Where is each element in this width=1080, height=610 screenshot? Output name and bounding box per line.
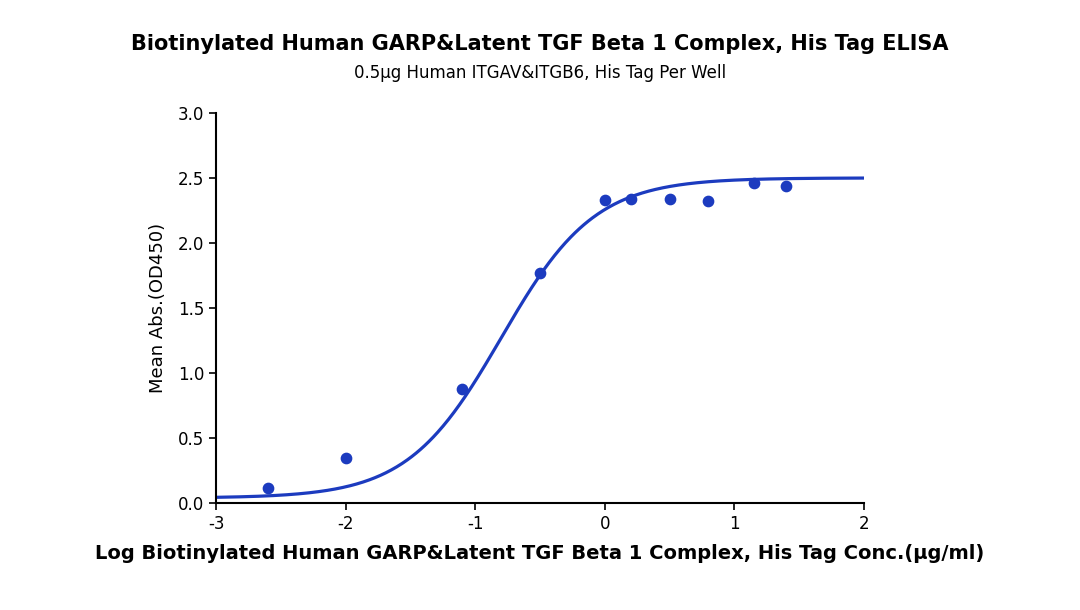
Y-axis label: Mean Abs.(OD450): Mean Abs.(OD450) bbox=[149, 223, 166, 393]
Point bbox=[259, 483, 276, 492]
Text: 0.5µg Human ITGAV&ITGB6, His Tag Per Well: 0.5µg Human ITGAV&ITGB6, His Tag Per Wel… bbox=[354, 64, 726, 82]
Point bbox=[700, 196, 717, 206]
Point bbox=[454, 384, 471, 393]
Point bbox=[661, 194, 678, 204]
Text: Biotinylated Human GARP&Latent TGF Beta 1 Complex, His Tag ELISA: Biotinylated Human GARP&Latent TGF Beta … bbox=[132, 34, 948, 54]
X-axis label: Log Biotinylated Human GARP&Latent TGF Beta 1 Complex, His Tag Conc.(µg/ml): Log Biotinylated Human GARP&Latent TGF B… bbox=[95, 544, 985, 563]
Point bbox=[337, 453, 354, 462]
Point bbox=[778, 181, 795, 190]
Point bbox=[596, 195, 613, 205]
Point bbox=[531, 268, 549, 278]
Point bbox=[622, 194, 639, 204]
Point bbox=[745, 178, 762, 188]
